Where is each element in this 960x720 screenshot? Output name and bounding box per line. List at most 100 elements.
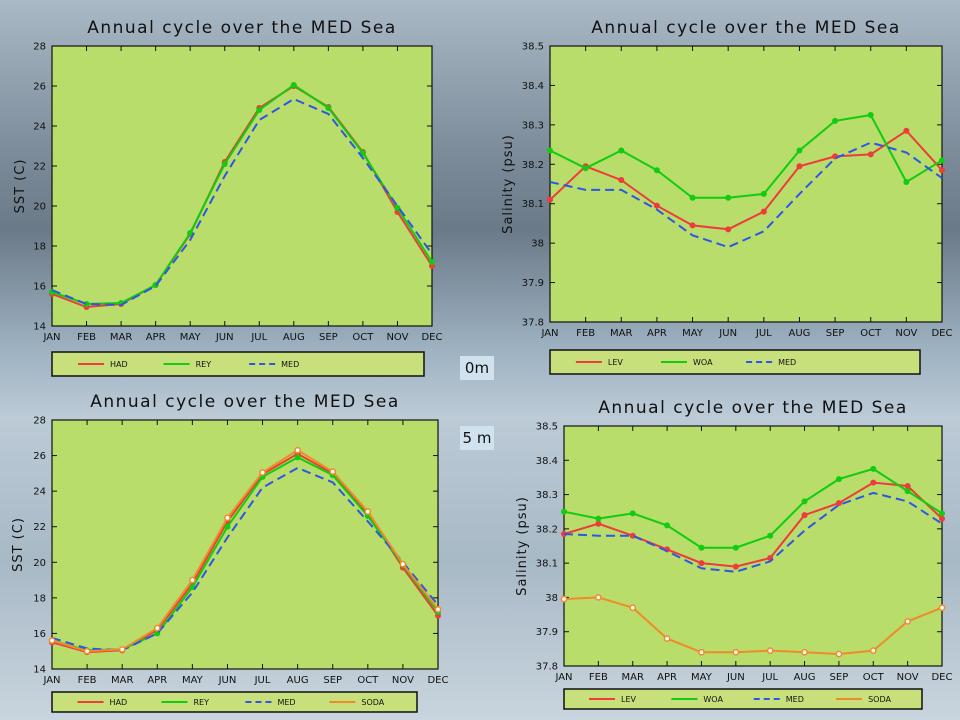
data-point-soda <box>364 508 372 515</box>
data-point-soda <box>869 647 877 654</box>
x-tick-label: FEB <box>77 332 96 343</box>
chart-panel-4: Annual cycle over the MED Sea 37.8 37.9 38 3… <box>515 398 953 710</box>
data-point-lev <box>870 479 877 486</box>
y-tick-label: 38.5 <box>536 422 558 433</box>
data-point-soda <box>560 595 568 603</box>
x-tick-label: SEP <box>323 675 342 686</box>
data-point-lev <box>653 202 660 209</box>
plot-area <box>563 425 943 667</box>
data-point-rey <box>221 161 228 167</box>
y-tick-label: 38.1 <box>522 199 544 210</box>
data-point-soda <box>294 446 301 454</box>
data-point-lev <box>939 167 945 174</box>
data-point-lev <box>760 208 767 215</box>
series-line-med <box>549 141 943 249</box>
legend-label-had: HAD <box>110 360 128 369</box>
y-tick-label: 16 <box>33 282 46 293</box>
chart-title: Annual cycle over the MED Sea <box>591 18 901 38</box>
x-tick-label: SEP <box>319 332 338 343</box>
data-point-soda <box>629 604 637 612</box>
legend-label-soda: SODA <box>868 695 891 704</box>
y-tick-label: 22 <box>33 162 46 173</box>
y-tick-label: 37.8 <box>522 318 544 329</box>
y-tick-label: 38 <box>545 593 558 604</box>
data-point-woa <box>867 112 874 118</box>
y-tick-label: 24 <box>33 122 46 133</box>
data-point-woa <box>939 510 945 517</box>
x-tick-label: JUL <box>250 332 267 343</box>
series-line-woa <box>549 113 943 199</box>
data-point-soda <box>766 647 774 654</box>
y-tick-label: 24 <box>33 487 46 498</box>
chart-title: Annual cycle over the MED Sea <box>598 398 908 418</box>
y-axis-label: Salinity (psu) <box>515 496 530 596</box>
x-tick-label: FEB <box>576 328 595 339</box>
data-point-lev <box>801 512 808 519</box>
legend-label-rey: REY <box>194 698 210 707</box>
y-tick-label: 16 <box>33 629 46 640</box>
chart-title: Annual cycle over the MED Sea <box>87 18 397 38</box>
y-tick-label: 38.2 <box>536 524 558 535</box>
chart-panel-3: Annual cycle over the MED Sea 14 16 18 20 22 2… <box>11 392 449 713</box>
series-line-soda <box>51 449 439 653</box>
series-line-lev <box>549 129 943 231</box>
x-tick-label: SEP <box>830 672 849 683</box>
series-line-soda <box>563 596 943 656</box>
data-point-lev <box>595 520 602 527</box>
x-tick-label: JAN <box>42 675 60 686</box>
data-point-soda <box>663 635 671 642</box>
x-tick-label: AUG <box>788 328 810 339</box>
x-tick-label: NOV <box>895 328 917 339</box>
y-axis-label: Salinity (psu) <box>501 134 516 234</box>
y-tick-label: 38.4 <box>522 81 544 92</box>
data-point-lev <box>903 127 910 134</box>
data-point-woa <box>664 522 671 529</box>
data-point-woa <box>582 165 589 172</box>
data-point-lev <box>939 515 945 522</box>
legend-box <box>563 688 923 710</box>
y-tick-label: 20 <box>33 558 46 569</box>
data-point-woa <box>903 179 910 186</box>
data-point-woa <box>760 190 767 197</box>
x-tick-label: NOV <box>897 672 919 683</box>
data-point-rey <box>224 523 231 530</box>
legend-label-soda: SODA <box>361 698 384 707</box>
plot-area <box>549 45 943 323</box>
data-point-woa <box>629 510 636 517</box>
x-tick-label: NOV <box>392 675 414 686</box>
x-tick-label: OCT <box>863 672 885 683</box>
x-tick-label: JUL <box>761 672 778 683</box>
x-tick-label: MAY <box>682 328 704 339</box>
x-tick-label: APR <box>146 332 166 343</box>
data-point-lev <box>867 151 874 158</box>
data-point-lev <box>618 177 625 184</box>
data-point-soda <box>399 560 407 568</box>
data-point-rey <box>429 259 435 265</box>
y-tick-label: 20 <box>33 202 46 213</box>
data-point-soda <box>732 648 740 656</box>
x-tick-label: APR <box>647 328 667 339</box>
data-point-soda <box>189 576 196 584</box>
data-point-woa <box>618 147 625 154</box>
y-tick-label: 18 <box>33 242 46 253</box>
x-tick-label: MAR <box>111 675 133 686</box>
data-point-woa <box>732 544 739 551</box>
y-tick-label: 14 <box>33 665 46 676</box>
x-tick-label: NOV <box>386 332 408 343</box>
x-tick-label: JUL <box>755 328 772 339</box>
y-tick-label: 26 <box>33 451 46 462</box>
x-tick-label: OCT <box>352 332 374 343</box>
series-line-med <box>563 491 943 573</box>
plot-area <box>51 45 433 327</box>
y-tick-label: 37.9 <box>536 627 558 638</box>
data-point-rey <box>187 230 194 236</box>
legend-label-lev: LEV <box>621 695 637 704</box>
data-point-rey <box>294 454 301 461</box>
data-point-woa <box>832 117 839 124</box>
data-point-lev <box>698 560 705 567</box>
x-tick-label: DEC <box>427 675 448 686</box>
data-point-woa <box>796 147 803 154</box>
y-axis-label: SST (C) <box>13 159 28 214</box>
legend-label-woa: WOA <box>703 695 723 704</box>
x-tick-label: JAN <box>554 672 572 683</box>
